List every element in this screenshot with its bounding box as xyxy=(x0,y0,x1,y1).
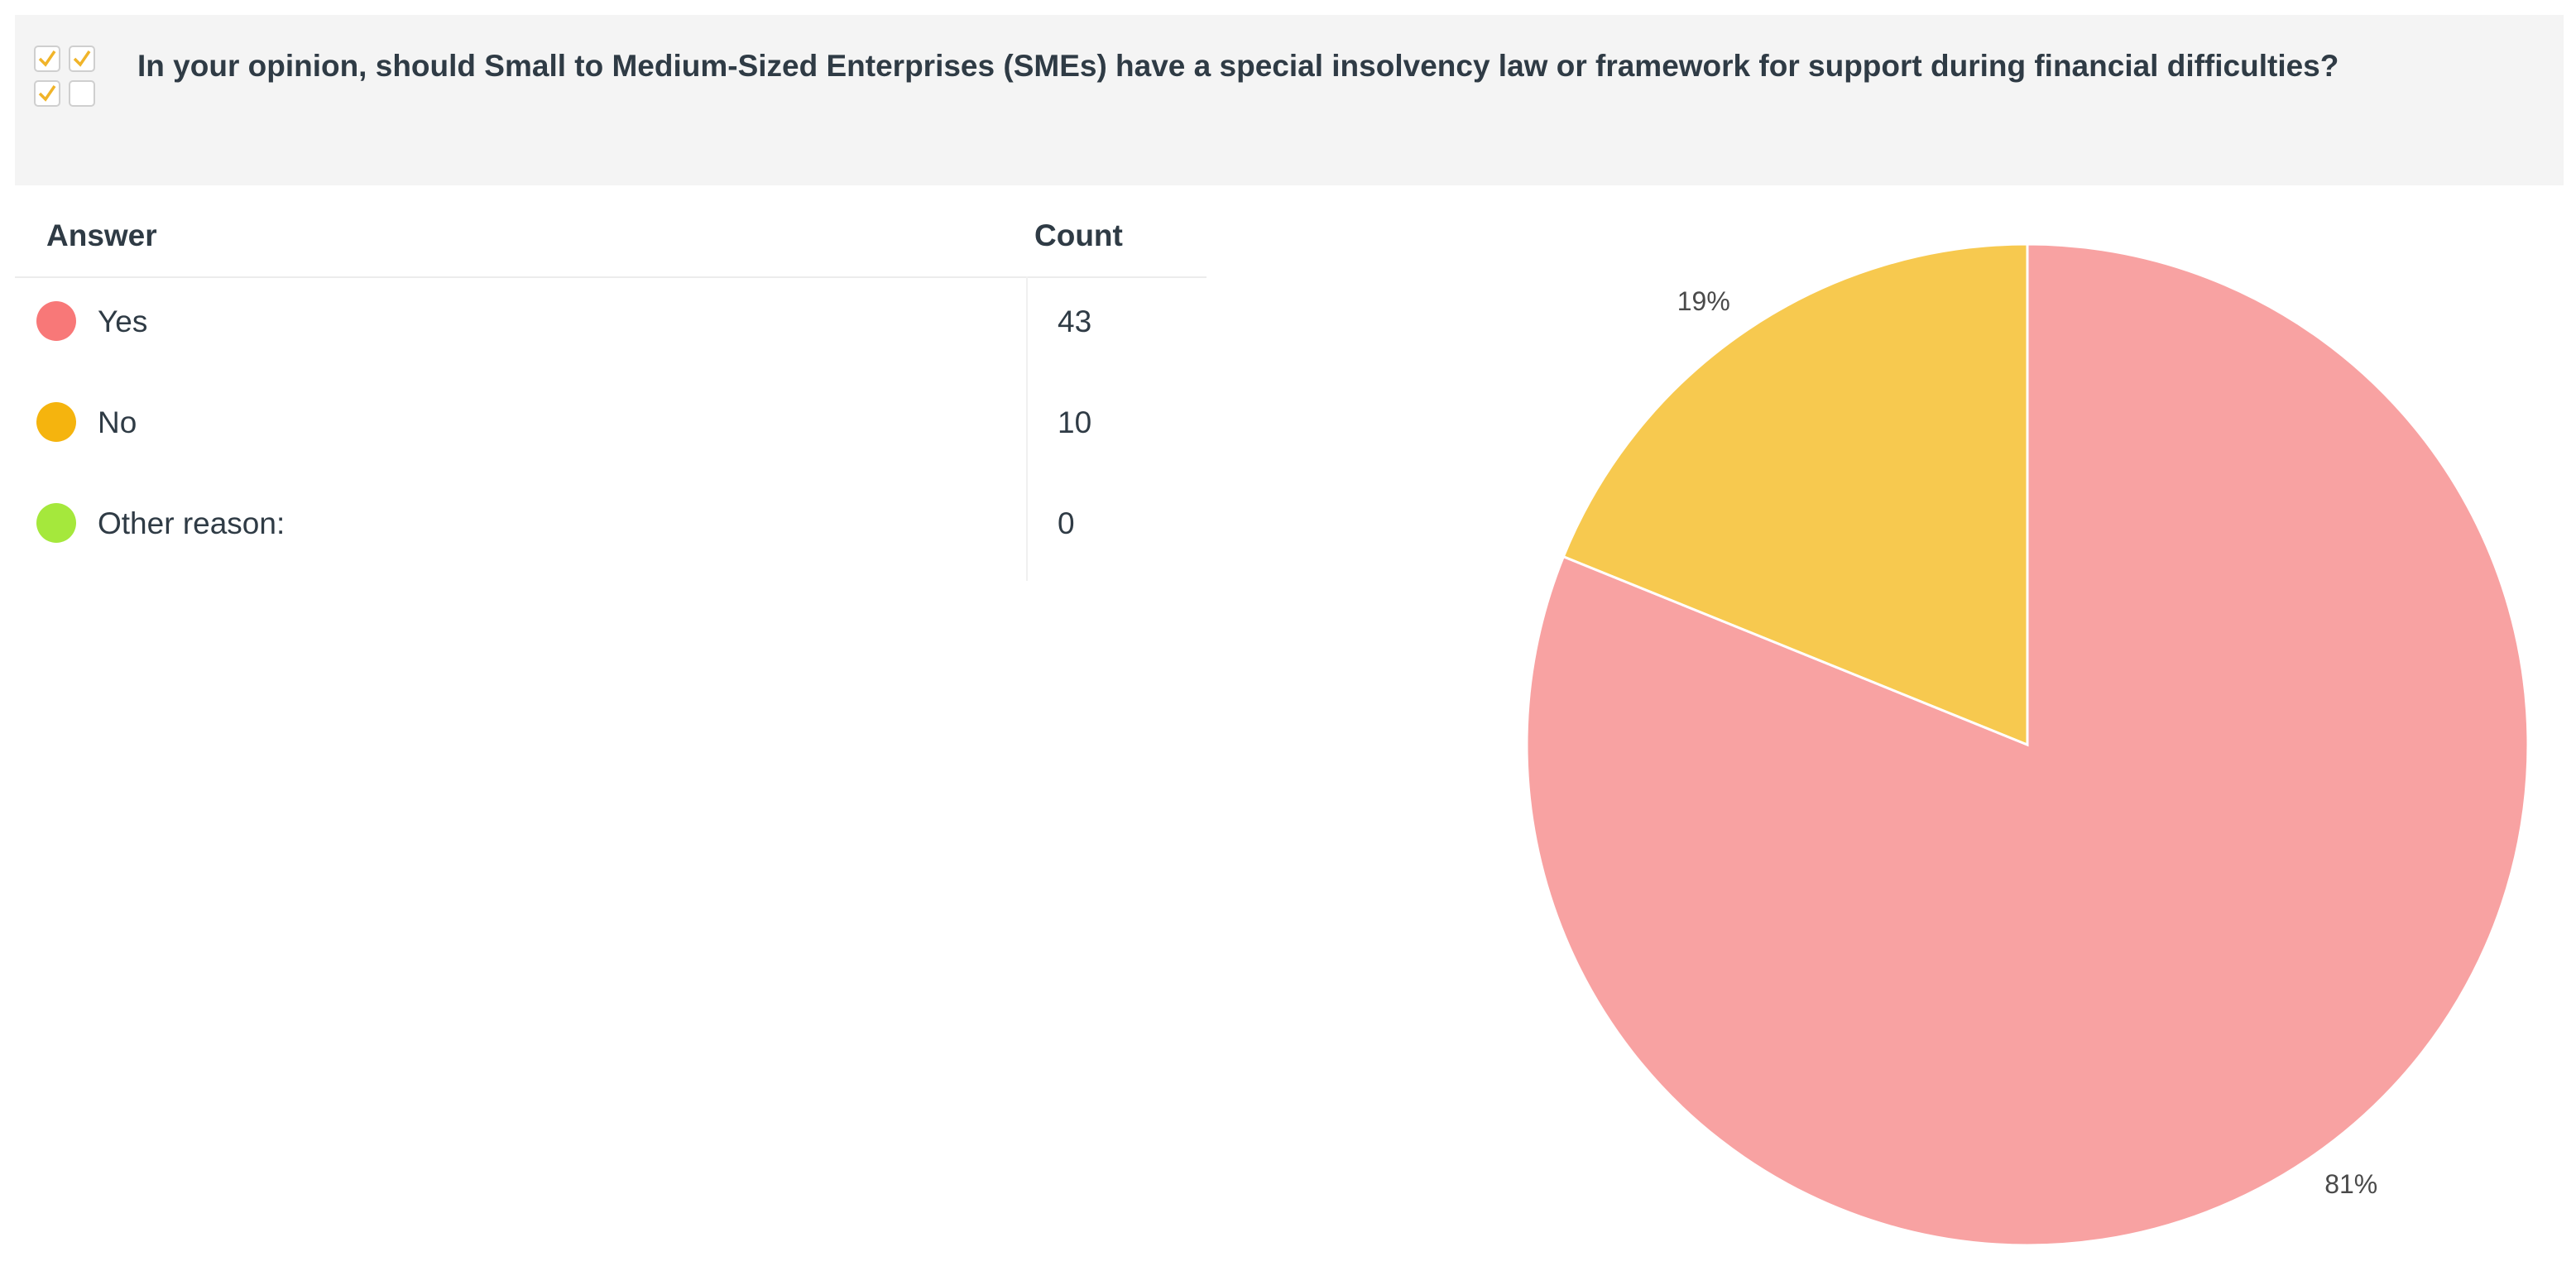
answer-label: Yes xyxy=(98,305,148,338)
question-title: In your opinion, should Small to Medium-… xyxy=(137,49,2339,83)
answer-label: No xyxy=(98,405,137,439)
legend-dot-icon xyxy=(36,301,76,341)
legend-dot-icon xyxy=(36,402,76,442)
legend-dot-icon xyxy=(36,503,76,543)
answer-column-header: Answer xyxy=(46,218,157,252)
column-divider xyxy=(1026,276,1028,581)
count-column-header: Count xyxy=(1034,218,1123,252)
checkbox-multiple-choice-icon xyxy=(34,46,95,107)
table-row: Yes 43 xyxy=(15,276,1091,377)
answer-count: 10 xyxy=(1058,405,1092,439)
pie-slice-label: 81% xyxy=(2324,1169,2377,1199)
answer-count: 43 xyxy=(1058,305,1092,338)
table-row: Other reason: 0 xyxy=(15,478,1075,579)
question-header: In your opinion, should Small to Medium-… xyxy=(15,15,2564,185)
table-header: Answer Count xyxy=(15,199,1206,278)
answer-count: 0 xyxy=(1058,506,1075,540)
pie-chart: 81% 19% xyxy=(1525,242,2530,1247)
pie-slice-label: 19% xyxy=(1677,286,1730,316)
answer-label: Other reason: xyxy=(98,506,285,540)
table-row: No 10 xyxy=(15,377,1091,478)
answer-table: Answer Count Yes 43 No 10 Other reason: … xyxy=(15,199,1206,581)
pie-slice-no[interactable] xyxy=(1561,242,2029,747)
